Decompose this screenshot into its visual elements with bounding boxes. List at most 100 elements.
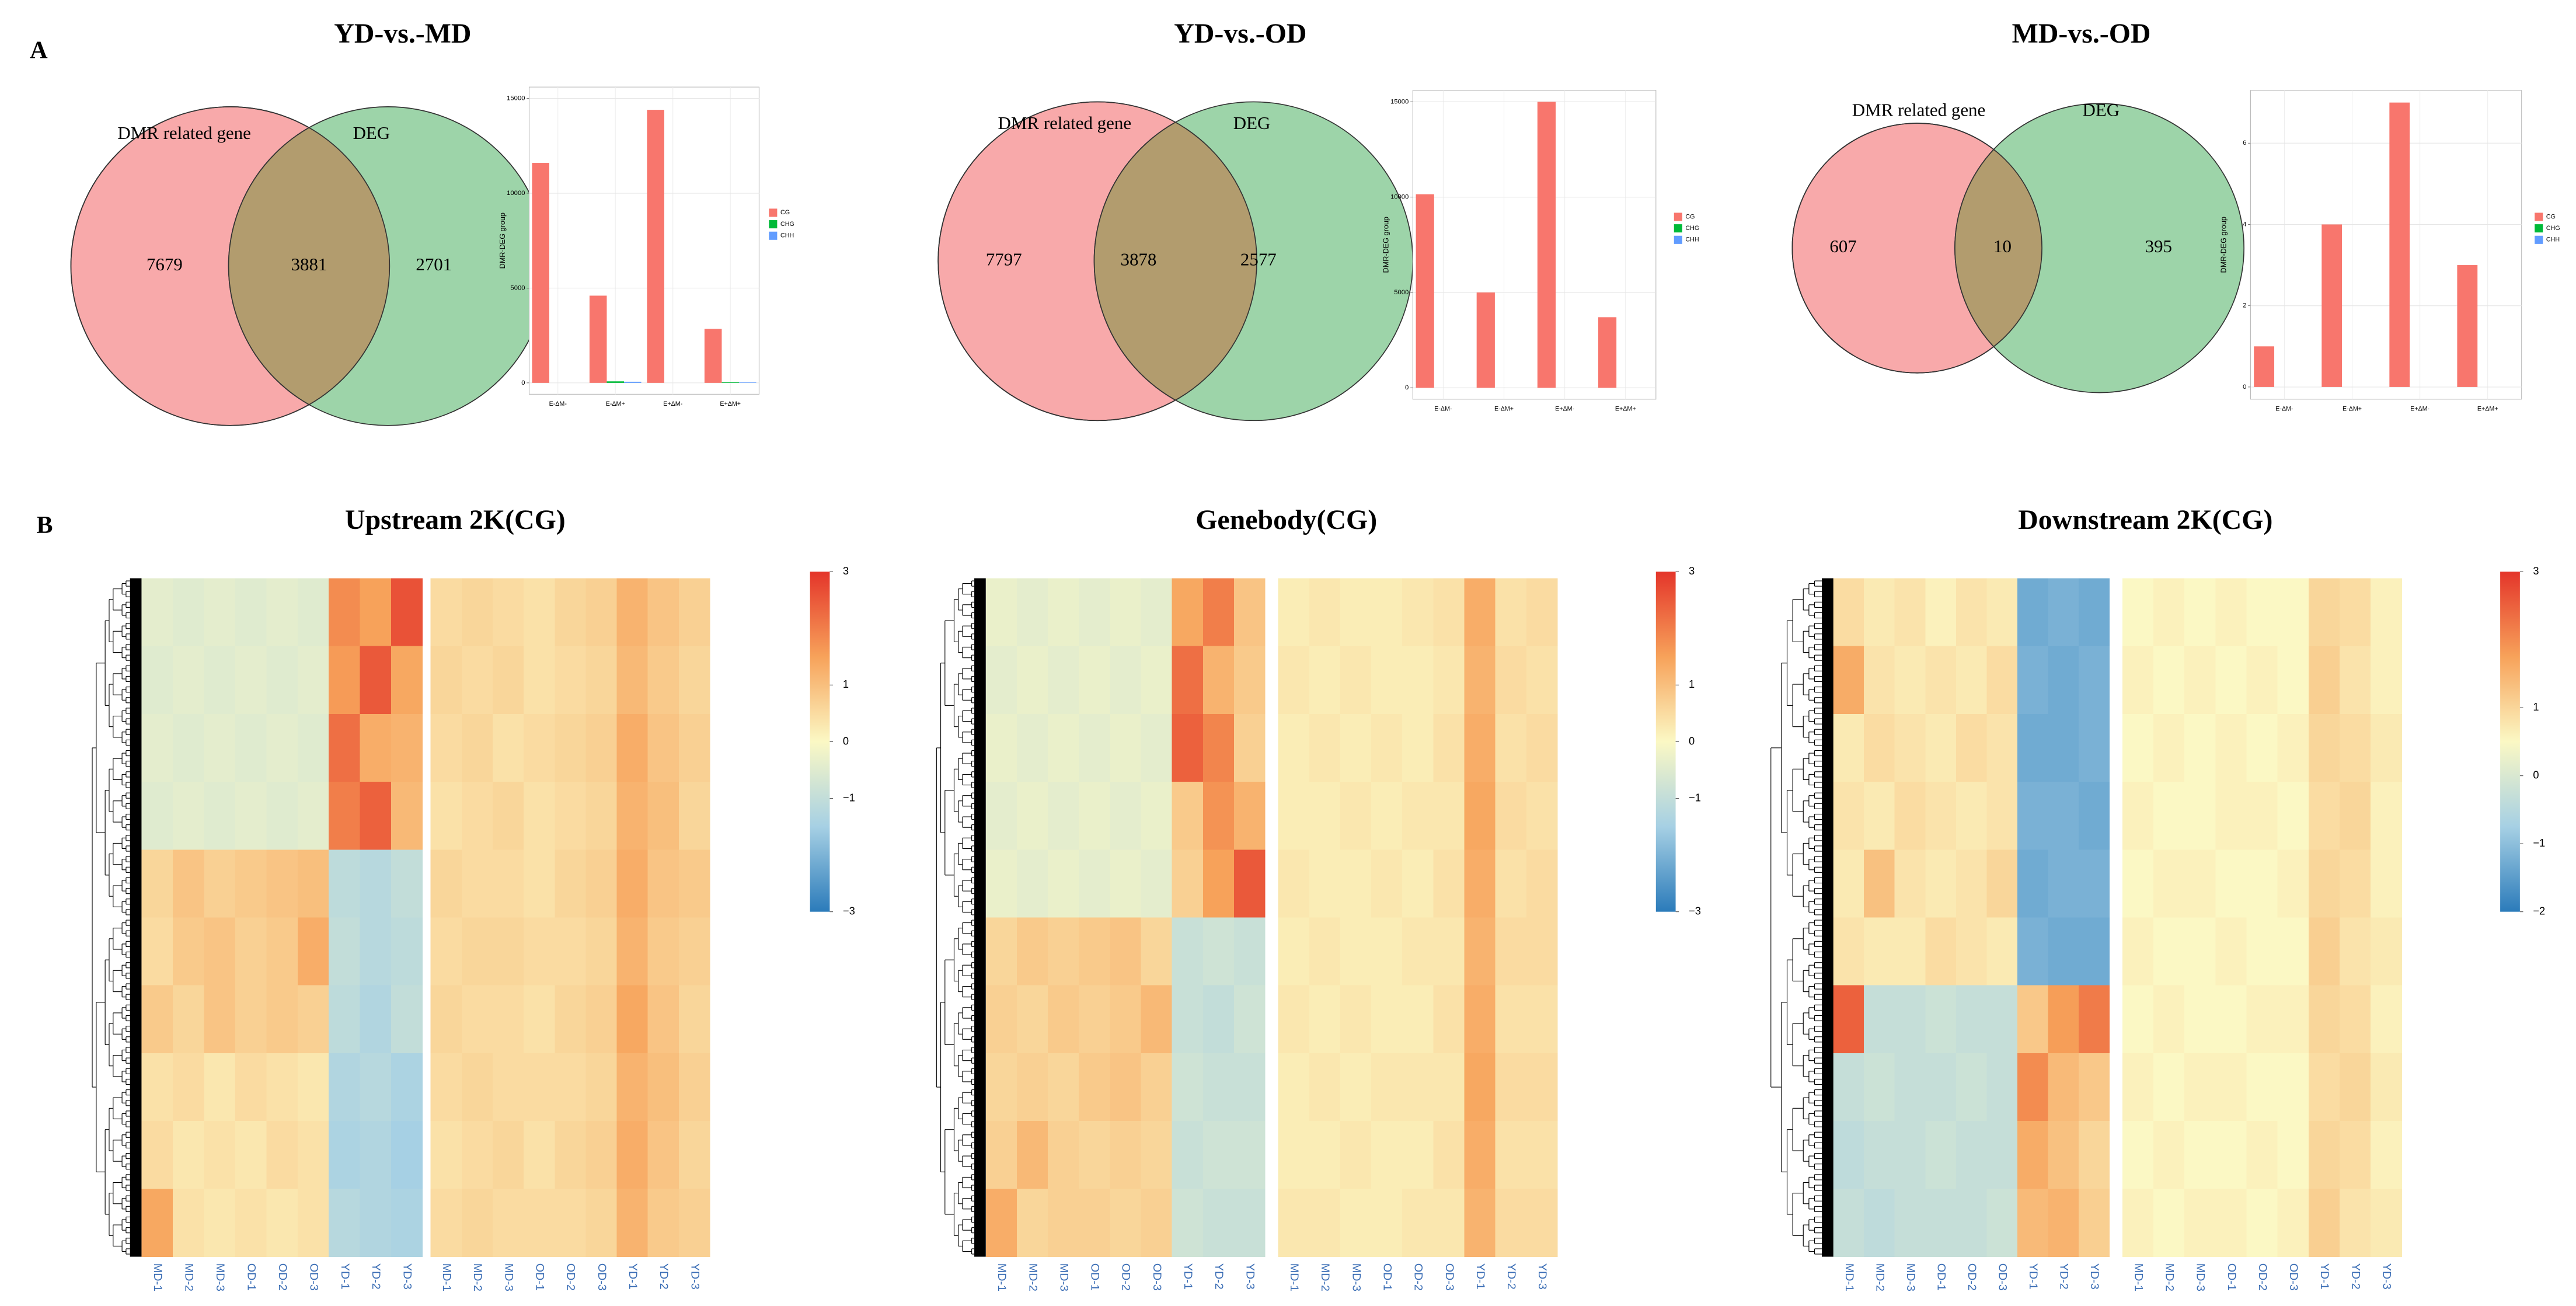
heatmap-cell <box>1433 782 1465 850</box>
colorbar-tick-label: −3 <box>1689 905 1701 917</box>
column-label: OD-3 <box>1996 1263 2009 1291</box>
heatmap-cell <box>1955 646 1987 715</box>
venn-title: MD-vs.-OD <box>2012 18 2151 49</box>
heatmap-cell <box>2184 849 2216 918</box>
column-label: OD-3 <box>1443 1263 1456 1291</box>
heatmap-cell <box>430 849 462 918</box>
heatmap-cell <box>1141 849 1173 918</box>
column-label: YD-1 <box>1474 1263 1487 1290</box>
heatmap-cell <box>1833 782 1864 850</box>
heatmap-cell <box>647 849 679 918</box>
heatmap-cell <box>1278 849 1310 918</box>
heatmap-cell <box>172 849 204 918</box>
heatmap-cell <box>1079 646 1110 715</box>
heatmap-cell <box>141 849 173 918</box>
heatmap-cell <box>1048 578 1079 647</box>
heatmap-cell <box>1016 1189 1048 1258</box>
bar <box>1416 194 1434 388</box>
x-tick-label: E+ΔM+ <box>2477 405 2498 412</box>
column-label: YD-3 <box>2088 1263 2101 1290</box>
column-label: YD-1 <box>339 1263 351 1290</box>
heatmap-cell <box>492 1053 524 1122</box>
heatmap-cell <box>1402 917 1434 986</box>
colorbar-tick-label: 3 <box>1689 565 1695 577</box>
column-label: YD-1 <box>2027 1263 2040 1290</box>
x-tick-label: E-ΔM+ <box>2343 405 2362 412</box>
heatmap-cell <box>2078 1053 2110 1122</box>
heatmap-cell <box>2277 646 2309 715</box>
heatmap-cell <box>2184 985 2216 1054</box>
heatmap-cell <box>2308 578 2340 647</box>
heatmap-cell <box>1402 985 1434 1054</box>
heatmap-cell <box>678 782 710 850</box>
colorbar-tick-label: −2 <box>2533 905 2545 917</box>
set-label: DEG <box>2083 99 2120 120</box>
heatmap-cell <box>1016 578 1048 647</box>
column-label: YD-3 <box>1536 1263 1549 1290</box>
heatmap-cell <box>1864 849 1895 918</box>
heatmap-cell <box>235 1053 267 1122</box>
region-count: 3878 <box>1121 249 1157 270</box>
heatmap-cell <box>2308 1121 2340 1189</box>
heatmap-cell <box>1202 713 1235 782</box>
heatmap-cell <box>266 1053 298 1122</box>
heatmap-cell <box>430 646 462 715</box>
heatmap-cell <box>360 985 392 1054</box>
heatmap-cell <box>1526 646 1558 715</box>
heatmap-cell <box>2048 1189 2079 1258</box>
heatmap-cell <box>2215 578 2247 647</box>
heatmap-cell <box>2371 1121 2402 1189</box>
heatmap-cell <box>616 1053 649 1122</box>
heatmap-cell <box>585 1189 618 1258</box>
heatmap-cell <box>1986 646 2018 715</box>
heatmap-cell <box>2122 782 2154 850</box>
heatmap-cell <box>1955 1121 1987 1189</box>
legend-swatch <box>2535 235 2543 244</box>
heatmap-cell <box>1955 849 1987 918</box>
heatmap-cell <box>266 985 298 1054</box>
heatmap-cell <box>329 849 361 918</box>
heatmap-cell <box>647 1121 679 1189</box>
heatmap-cell <box>235 578 267 647</box>
heatmap-cell <box>1340 1053 1372 1122</box>
column-label: OD-1 <box>2225 1263 2238 1291</box>
heatmap-cell <box>985 782 1017 850</box>
heatmap-cell <box>616 782 649 850</box>
heatmap-cell <box>985 713 1017 782</box>
heatmap-cell <box>141 1053 173 1122</box>
set-label: DEG <box>1233 113 1271 133</box>
colorbar <box>2500 572 2520 912</box>
heatmap-cell <box>1141 1053 1173 1122</box>
heatmap-cell <box>266 917 298 986</box>
heatmap-cell <box>1233 578 1266 647</box>
heatmap-cell <box>1894 1121 1926 1189</box>
heatmap-cell <box>1864 646 1895 715</box>
heatmap-cell <box>391 1121 423 1189</box>
column-label: OD-3 <box>595 1263 608 1291</box>
heatmap-cell <box>141 917 173 986</box>
heatmap-cell <box>204 1189 236 1258</box>
x-tick-label: E+ΔM+ <box>720 400 741 408</box>
heatmap-cell <box>2078 849 2110 918</box>
column-label: YD-2 <box>370 1263 382 1290</box>
heatmap-cell <box>985 985 1017 1054</box>
heatmap-cell <box>1864 917 1895 986</box>
heatmap-cell <box>1233 917 1266 986</box>
legend-label: CHG <box>1685 225 1699 232</box>
heatmap-cell <box>1233 1053 1266 1122</box>
dendrogram-leaves <box>974 578 986 1257</box>
heatmap-cell <box>1833 713 1864 782</box>
region-count: 2577 <box>1240 249 1277 270</box>
heatmap-cell <box>1141 917 1173 986</box>
heatmap-cell <box>1172 917 1204 986</box>
heatmap-cell <box>1894 646 1926 715</box>
heatmap-cell <box>1955 578 1987 647</box>
heatmap-cell <box>1402 849 1434 918</box>
heatmap-cell <box>585 985 618 1054</box>
heatmap-cell <box>2339 713 2371 782</box>
column-label: YD-2 <box>2349 1263 2362 1290</box>
heatmap-cell <box>524 713 555 782</box>
heatmap-cell <box>1079 1189 1110 1258</box>
heatmap-cell <box>1340 646 1372 715</box>
heatmap-cell <box>2184 1189 2216 1258</box>
